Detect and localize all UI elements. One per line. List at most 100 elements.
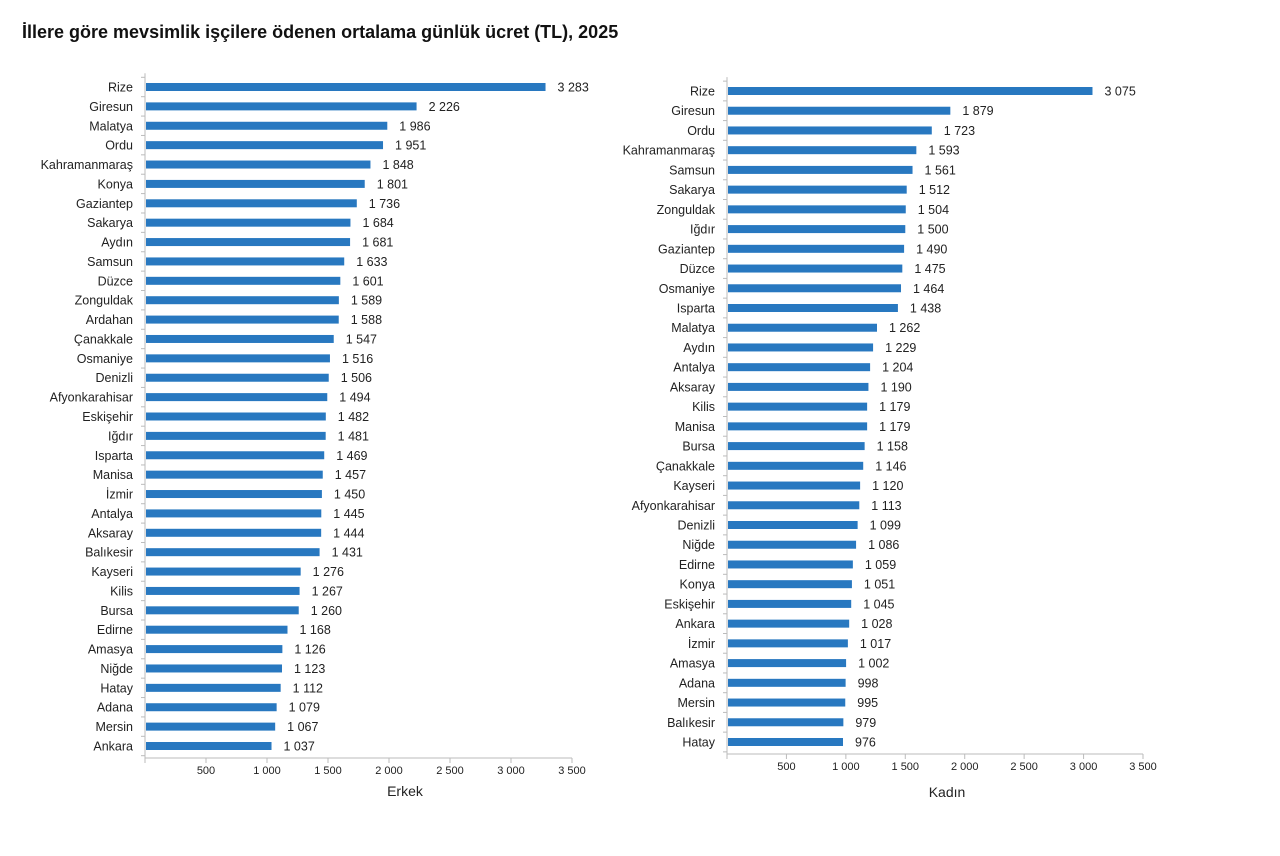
category-label: Kahramanmaraş <box>623 144 715 158</box>
category-label: Aksaray <box>88 526 134 540</box>
category-label: Isparta <box>95 449 133 463</box>
category-label: Sakarya <box>87 216 133 230</box>
category-label: Afyonkarahisar <box>50 391 133 405</box>
category-label: Konya <box>680 578 715 592</box>
category-label: Bursa <box>682 440 715 454</box>
category-label: Zonguldak <box>657 203 716 217</box>
x-tick-label: 1 000 <box>253 765 281 777</box>
bar <box>728 323 877 332</box>
bar <box>728 481 861 490</box>
data-label: 1 450 <box>334 488 365 502</box>
category-label: Aydın <box>101 236 133 250</box>
data-label: 1 017 <box>860 637 891 651</box>
bar <box>146 102 417 111</box>
data-label: 1 588 <box>351 313 382 327</box>
bar <box>146 334 334 343</box>
category-label: Eskişehir <box>664 597 715 611</box>
data-label: 1 482 <box>338 410 369 424</box>
bar <box>146 238 351 247</box>
category-label: Sakarya <box>669 183 715 197</box>
data-label: 1 002 <box>858 657 889 671</box>
data-label: 1 158 <box>877 440 908 454</box>
x-tick-label: 1 500 <box>314 765 342 777</box>
bar <box>146 179 365 188</box>
data-label: 1 490 <box>916 242 947 256</box>
x-tick-label: 500 <box>197 765 215 777</box>
data-label: 995 <box>857 696 878 710</box>
category-label: Mersin <box>95 720 133 734</box>
bar <box>146 160 371 169</box>
data-label: 1 801 <box>377 177 408 191</box>
category-label: Samsun <box>87 255 133 269</box>
bar <box>728 540 857 549</box>
category-label: Düzce <box>680 262 715 276</box>
category-label: Ordu <box>687 124 715 138</box>
category-label: İzmir <box>688 637 715 651</box>
x-tick-label: 3 500 <box>558 765 586 777</box>
category-label: Ankara <box>675 617 715 631</box>
data-label: 1 113 <box>871 499 901 513</box>
category-label: İzmir <box>106 488 133 502</box>
bar <box>728 126 932 135</box>
data-label: 1 179 <box>879 420 910 434</box>
category-label: Rize <box>690 85 715 99</box>
category-label: Eskişehir <box>82 410 133 424</box>
bar <box>728 146 917 155</box>
data-label: 1 469 <box>336 449 367 463</box>
category-label: Denizli <box>95 371 133 385</box>
data-label: 1 986 <box>399 119 430 133</box>
data-label: 1 067 <box>287 720 318 734</box>
category-label: Mersin <box>677 696 715 710</box>
bar <box>728 678 846 687</box>
category-label: Niğde <box>682 538 715 552</box>
category-label: Balıkesir <box>667 716 715 730</box>
bar <box>728 106 951 115</box>
category-label: Gaziantep <box>76 197 133 211</box>
bar <box>146 683 281 692</box>
data-label: 1 494 <box>339 391 370 405</box>
category-label: Manisa <box>93 468 133 482</box>
data-label: 1 431 <box>332 546 363 560</box>
category-label: Hatay <box>682 736 715 750</box>
data-label: 1 079 <box>289 701 320 715</box>
category-label: Kahramanmaraş <box>41 158 133 172</box>
bar <box>146 276 341 285</box>
category-label: Düzce <box>98 274 133 288</box>
bar <box>146 490 322 499</box>
bar <box>146 257 345 266</box>
bar <box>146 83 546 91</box>
bar <box>728 738 844 746</box>
category-label: Manisa <box>675 420 715 434</box>
data-label: 1 504 <box>918 203 949 217</box>
bar <box>728 382 869 391</box>
data-label: 2 226 <box>429 100 460 114</box>
category-label: Aksaray <box>670 380 716 394</box>
bar <box>146 431 326 440</box>
category-label: Edirne <box>97 623 133 637</box>
data-label: 1 951 <box>395 139 426 153</box>
data-label: 1 179 <box>879 400 910 414</box>
data-label: 1 516 <box>342 352 373 366</box>
bar <box>728 599 852 608</box>
data-label: 1 438 <box>910 302 941 316</box>
data-label: 1 099 <box>870 519 901 533</box>
category-label: Ankara <box>93 740 133 754</box>
bar <box>728 521 858 529</box>
bar <box>728 422 868 431</box>
bar <box>728 718 844 727</box>
data-label: 1 229 <box>885 341 916 355</box>
category-label: Amasya <box>88 643 133 657</box>
data-label: 1 633 <box>356 255 387 269</box>
category-label: Gaziantep <box>658 242 715 256</box>
data-label: 1 146 <box>875 459 906 473</box>
x-tick-label: 3 000 <box>497 765 525 777</box>
data-label: 1 547 <box>346 332 377 346</box>
category-label: Balıkesir <box>85 546 133 560</box>
data-label: 1 267 <box>312 584 343 598</box>
data-label: 1 848 <box>382 158 413 172</box>
data-label: 1 681 <box>362 236 393 250</box>
bar <box>146 586 300 595</box>
bar <box>146 218 351 227</box>
bar <box>728 402 868 411</box>
